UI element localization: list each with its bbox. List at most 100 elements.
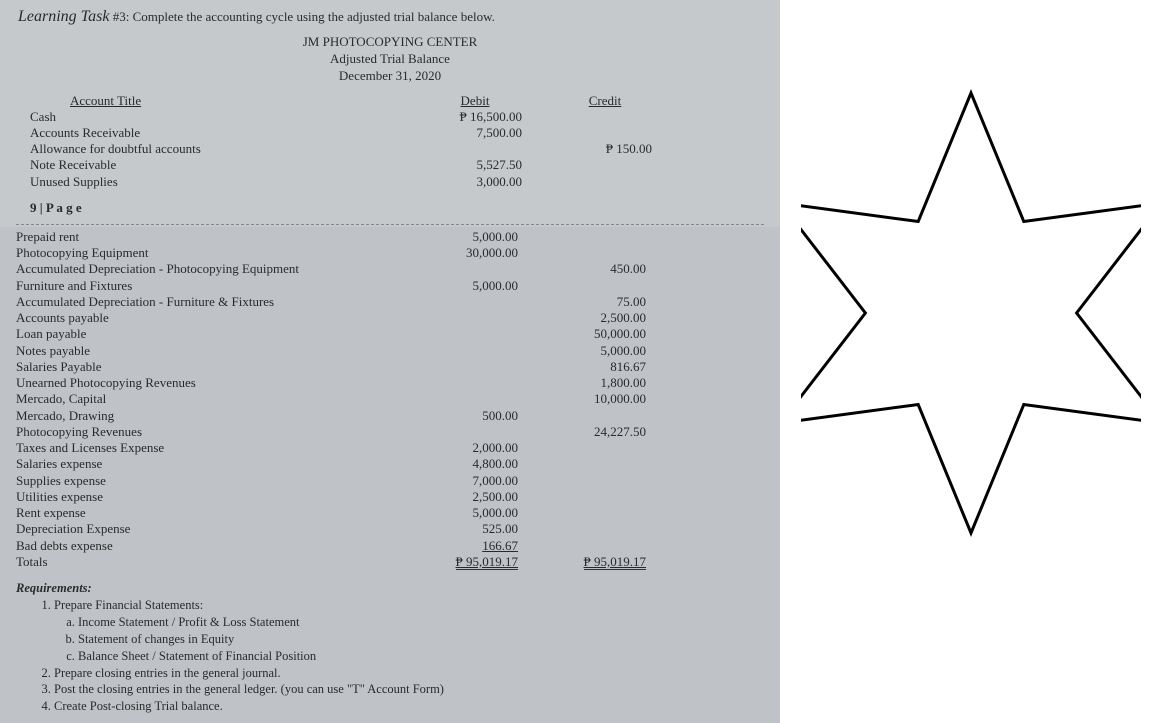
- table-row: Salaries expense4,800.00: [16, 456, 764, 472]
- credit-value: [540, 109, 670, 125]
- credit-value: [536, 505, 656, 521]
- table-row: Accounts Receivable7,500.00: [30, 125, 750, 141]
- account-title: Accumulated Depreciation - Photocopying …: [16, 261, 416, 277]
- credit-value: [540, 174, 670, 190]
- table-row: Mercado, Capital10,000.00: [16, 391, 764, 407]
- table-row: Photocopying Equipment30,000.00: [16, 245, 764, 261]
- debit-value: [416, 375, 536, 391]
- trial-balance-lower: Prepaid rent5,000.00Photocopying Equipme…: [0, 227, 780, 576]
- debit-value: 3,000.00: [410, 174, 540, 190]
- account-title: Salaries Payable: [16, 359, 416, 375]
- totals-label: Totals: [16, 554, 416, 570]
- req-sub-b: Statement of changes in Equity: [78, 631, 764, 648]
- page-number: 9 | P a g e: [0, 194, 780, 222]
- credit-value: ₱ 150.00: [540, 141, 670, 157]
- company-name: JM PHOTOCOPYING CENTER: [0, 34, 780, 51]
- report-date: December 31, 2020: [0, 68, 780, 85]
- req-sub-a: Income Statement / Profit & Loss Stateme…: [78, 614, 764, 631]
- table-row: Unused Supplies3,000.00: [30, 174, 750, 190]
- debit-value: 2,000.00: [416, 440, 536, 456]
- account-title: Allowance for doubtful accounts: [30, 141, 410, 157]
- credit-value: [540, 157, 670, 173]
- credit-value: 2,500.00: [536, 310, 656, 326]
- account-title: Note Receivable: [30, 157, 410, 173]
- debit-value: [410, 141, 540, 157]
- debit-value: [416, 310, 536, 326]
- debit-value: [416, 326, 536, 342]
- account-title: Supplies expense: [16, 473, 416, 489]
- table-row: Depreciation Expense525.00: [16, 521, 764, 537]
- task-label: Learning Task: [18, 8, 109, 25]
- debit-value: 5,000.00: [416, 505, 536, 521]
- credit-value: 5,000.00: [536, 343, 656, 359]
- totals-debit: ₱ 95,019.17: [456, 554, 518, 570]
- debit-value: 5,000.00: [416, 229, 536, 245]
- credit-value: [536, 489, 656, 505]
- task-number: #3:: [113, 9, 130, 24]
- account-title: Rent expense: [16, 505, 416, 521]
- company-header: JM PHOTOCOPYING CENTER Adjusted Trial Ba…: [0, 30, 780, 93]
- account-title: Utilities expense: [16, 489, 416, 505]
- account-title: Mercado, Capital: [16, 391, 416, 407]
- account-title: Furniture and Fixtures: [16, 278, 416, 294]
- table-row: Prepaid rent5,000.00: [16, 229, 764, 245]
- debit-value: 166.67: [416, 538, 536, 554]
- account-title: Accounts payable: [16, 310, 416, 326]
- account-title: Bad debts expense: [16, 538, 416, 554]
- credit-value: [536, 538, 656, 554]
- table-row: Photocopying Revenues 24,227.50: [16, 424, 764, 440]
- debit-value: [416, 391, 536, 407]
- table-row: Mercado, Drawing500.00: [16, 408, 764, 424]
- trial-balance-upper: Account Title Debit Credit Cash₱ 16,500.…: [0, 93, 780, 194]
- report-title: Adjusted Trial Balance: [0, 51, 780, 68]
- debit-value: 2,500.00: [416, 489, 536, 505]
- credit-value: 1,800.00: [536, 375, 656, 391]
- star-of-david-outline: [801, 33, 1141, 593]
- table-row: Furniture and Fixtures5,000.00: [16, 278, 764, 294]
- debit-value: 7,500.00: [410, 125, 540, 141]
- credit-value: 450.00: [536, 261, 656, 277]
- account-title: Taxes and Licenses Expense: [16, 440, 416, 456]
- req-item-1: Prepare Financial Statements: Income Sta…: [54, 597, 764, 665]
- page-break: [16, 224, 764, 225]
- totals-row: Totals ₱ 95,019.17 ₱ 95,019.17: [16, 554, 764, 570]
- account-title: Cash: [30, 109, 410, 125]
- credit-value: 50,000.00: [536, 326, 656, 342]
- debit-value: 4,800.00: [416, 456, 536, 472]
- requirements-section: Requirements: Prepare Financial Statemen…: [0, 576, 780, 723]
- account-title: Salaries expense: [16, 456, 416, 472]
- debit-value: 5,527.50: [410, 157, 540, 173]
- debit-value: 5,000.00: [416, 278, 536, 294]
- debit-value: [416, 343, 536, 359]
- credit-value: [540, 125, 670, 141]
- table-row: Accumulated Depreciation - Furniture & F…: [16, 294, 764, 310]
- credit-value: 75.00: [536, 294, 656, 310]
- account-title: Loan payable: [16, 326, 416, 342]
- document-scan: Learning Task #3: Complete the accountin…: [0, 0, 780, 626]
- table-row: Utilities expense2,500.00: [16, 489, 764, 505]
- account-title: Photocopying Revenues: [16, 424, 416, 440]
- table-row: Salaries Payable 816.67: [16, 359, 764, 375]
- debit-value: 500.00: [416, 408, 536, 424]
- req-item-3: Post the closing entries in the general …: [54, 681, 764, 698]
- credit-value: [536, 521, 656, 537]
- account-title: Unearned Photocopying Revenues: [16, 375, 416, 391]
- debit-value: 30,000.00: [416, 245, 536, 261]
- task-header: Learning Task #3: Complete the accountin…: [0, 0, 780, 30]
- table-row: Rent expense5,000.00: [16, 505, 764, 521]
- credit-value: 816.67: [536, 359, 656, 375]
- header-debit: Debit: [410, 93, 540, 109]
- column-headers: Account Title Debit Credit: [30, 93, 750, 109]
- table-row: Unearned Photocopying Revenues 1,800.00: [16, 375, 764, 391]
- debit-value: 7,000.00: [416, 473, 536, 489]
- table-row: Allowance for doubtful accounts ₱ 150.00: [30, 141, 750, 157]
- req-subitems: Income Statement / Profit & Loss Stateme…: [54, 614, 764, 665]
- req-sub-c: Balance Sheet / Statement of Financial P…: [78, 648, 764, 665]
- credit-value: 24,227.50: [536, 424, 656, 440]
- credit-value: [536, 278, 656, 294]
- credit-value: [536, 456, 656, 472]
- account-title: Unused Supplies: [30, 174, 410, 190]
- table-row: Taxes and Licenses Expense2,000.00: [16, 440, 764, 456]
- debit-value: ₱ 16,500.00: [410, 109, 540, 125]
- task-instruction: Complete the accounting cycle using the …: [133, 9, 495, 24]
